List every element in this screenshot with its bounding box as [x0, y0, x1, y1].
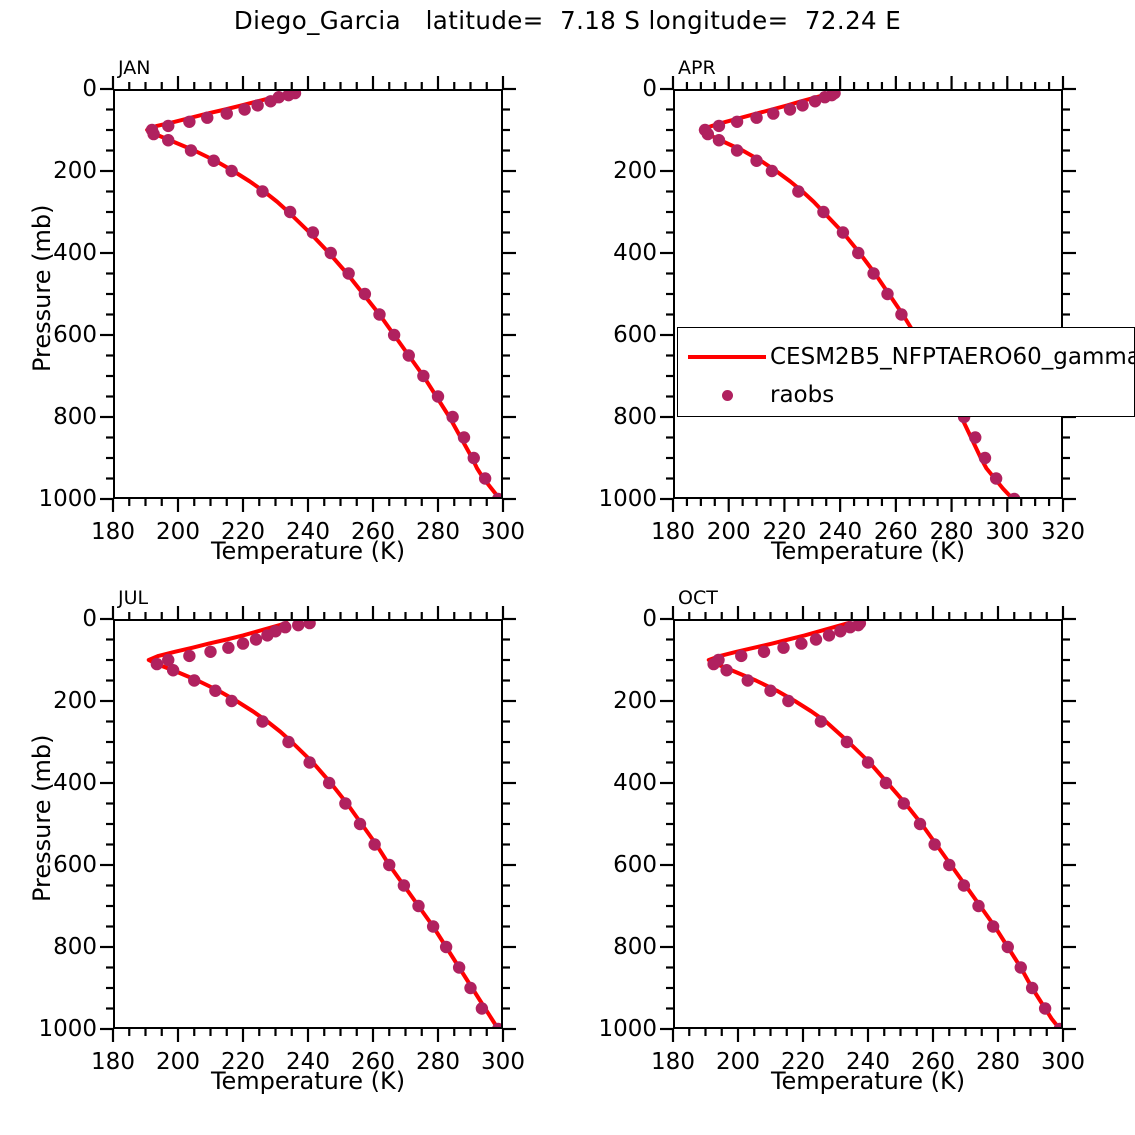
legend-box: CESM2B5_NFPTAERO60_gamma0 raobs — [677, 327, 1135, 417]
y-tick-label-jul-1000: 1000 — [38, 1016, 97, 1042]
x-tick-label-jan-240: 240 — [286, 519, 330, 545]
x-tick-label-jan-220: 220 — [221, 519, 265, 545]
x-tick-label-oct-200: 200 — [716, 1049, 760, 1075]
x-tick-label-jul-180: 180 — [91, 1049, 135, 1075]
x-tick-label-jul-260: 260 — [351, 1049, 395, 1075]
y-tick-label-jul-600: 600 — [53, 852, 97, 878]
y-tick-label-jul-0: 0 — [82, 606, 97, 632]
x-tick-label-apr-220: 220 — [762, 519, 807, 545]
y-tick-label-jan-400: 400 — [53, 240, 97, 266]
legend-dot-swatch — [688, 386, 766, 405]
x-tick-label-jan-300: 300 — [481, 519, 525, 545]
y-tick-label-apr-400: 400 — [613, 240, 657, 266]
x-tick-label-apr-180: 180 — [651, 519, 695, 545]
y-tick-label-jul-400: 400 — [53, 770, 97, 796]
plot-overlay-jan — [100, 76, 516, 512]
y-tick-label-apr-800: 800 — [613, 404, 657, 430]
y-tick-label-oct-0: 0 — [642, 606, 657, 632]
panel-jan: JAN Pressure (mb) Temperature (K) 180 200… — [0, 0, 567, 567]
y-tick-label-oct-800: 800 — [613, 934, 657, 960]
y-tick-label-apr-200: 200 — [613, 158, 657, 184]
y-tick-label-jan-1000: 1000 — [38, 486, 97, 512]
x-axis-label-jan: Temperature (K) — [210, 537, 406, 565]
legend-label-model: CESM2B5_NFPTAERO60_gamma0 — [770, 344, 1135, 370]
x-tick-label-oct-300: 300 — [1041, 1049, 1085, 1075]
panel-jul: JUL Pressure (mb) Temperature (K) 180 200… — [0, 530, 567, 1135]
figure-title: Diego_Garcia latitude= 7.18 S longitude=… — [233, 6, 902, 35]
x-tick-label-jul-200: 200 — [156, 1049, 200, 1075]
legend-row-obs: raobs — [688, 382, 834, 408]
x-tick-label-apr-300: 300 — [985, 519, 1030, 545]
x-tick-label-jan-280: 280 — [416, 519, 460, 545]
y-tick-label-oct-200: 200 — [613, 688, 657, 714]
legend-row-model: CESM2B5_NFPTAERO60_gamma0 — [688, 344, 1135, 370]
y-tick-label-apr-0: 0 — [642, 76, 657, 102]
x-tick-label-oct-260: 260 — [911, 1049, 955, 1075]
x-axis-label-oct: Temperature (K) — [770, 1067, 966, 1095]
y-tick-label-jan-0: 0 — [82, 76, 97, 102]
panel-oct: OCT Temperature (K) 180 200 220 240 260 280 30… — [567, 530, 1135, 1135]
y-tick-label-oct-600: 600 — [613, 852, 657, 878]
x-tick-label-oct-220: 220 — [781, 1049, 825, 1075]
y-tick-label-oct-1000: 1000 — [598, 1016, 657, 1042]
x-tick-label-jan-180: 180 — [91, 519, 135, 545]
y-tick-label-apr-1000: 1000 — [598, 486, 657, 512]
y-tick-label-oct-400: 400 — [613, 770, 657, 796]
x-axis-label-apr: Temperature (K) — [770, 537, 966, 565]
y-tick-label-jan-800: 800 — [53, 404, 97, 430]
x-tick-label-apr-280: 280 — [929, 519, 974, 545]
y-tick-label-jan-600: 600 — [53, 322, 97, 348]
y-tick-label-jan-200: 200 — [53, 158, 97, 184]
x-tick-label-apr-240: 240 — [818, 519, 863, 545]
x-tick-label-apr-320: 320 — [1041, 519, 1085, 545]
panel-apr: APR CESM2B5_NFPTAERO60_gamma0 raobs Pres… — [567, 0, 1135, 567]
y-tick-label-jul-200: 200 — [53, 688, 97, 714]
x-tick-label-jan-260: 260 — [351, 519, 395, 545]
x-tick-label-jul-240: 240 — [286, 1049, 330, 1075]
panel-label-oct: OCT — [678, 587, 718, 609]
plot-overlay-oct — [660, 606, 1076, 1042]
x-tick-label-oct-240: 240 — [846, 1049, 890, 1075]
x-tick-label-jul-220: 220 — [221, 1049, 265, 1075]
plot-area-jan — [113, 89, 503, 499]
x-axis-label-jul: Temperature (K) — [210, 1067, 406, 1095]
x-tick-label-apr-260: 260 — [873, 519, 918, 545]
y-tick-label-jul-800: 800 — [53, 934, 97, 960]
panel-label-jul: JUL — [118, 587, 149, 609]
plot-area-oct — [673, 619, 1063, 1029]
x-tick-label-jul-300: 300 — [481, 1049, 525, 1075]
x-tick-label-oct-180: 180 — [651, 1049, 695, 1075]
panel-label-apr: APR — [678, 57, 716, 79]
x-tick-label-oct-280: 280 — [976, 1049, 1020, 1075]
plot-area-jul — [113, 619, 503, 1029]
x-tick-label-jan-200: 200 — [156, 519, 200, 545]
y-tick-label-apr-600: 600 — [613, 322, 657, 348]
plot-area-apr — [673, 89, 1063, 499]
panel-label-jan: JAN — [118, 57, 151, 79]
x-tick-label-jul-280: 280 — [416, 1049, 460, 1075]
legend-line-swatch — [688, 355, 766, 359]
plot-overlay-jul — [100, 606, 516, 1042]
x-tick-label-apr-200: 200 — [706, 519, 751, 545]
legend-label-obs: raobs — [770, 382, 835, 408]
